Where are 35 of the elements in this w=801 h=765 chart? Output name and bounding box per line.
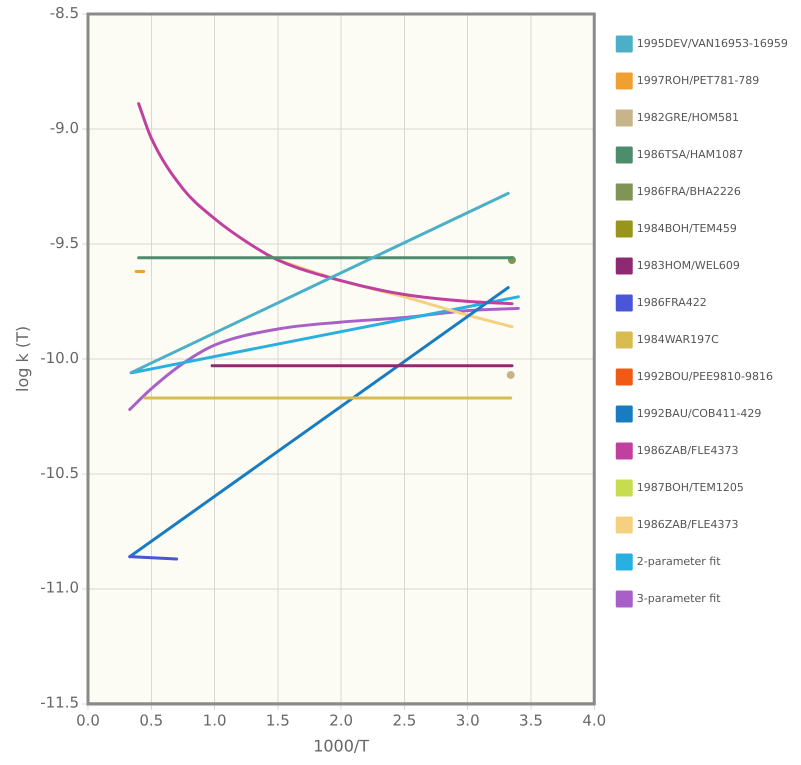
x-tick-label: 1.0: [202, 712, 226, 730]
x-tick-label: 2.0: [329, 712, 354, 730]
legend-label: 1986FRA422: [636, 296, 707, 309]
y-tick-label: -9.5: [50, 234, 80, 252]
legend-label: 1995DEV/VAN16953-16959: [636, 36, 788, 50]
legend-label: 1997ROH/PET781-789: [636, 74, 760, 87]
legend-label: 1987BOH/TEM1205: [636, 480, 744, 494]
legend-label: 1986ZAB/FLE4373: [636, 518, 738, 531]
y-tick-label: -10.0: [40, 348, 80, 367]
legend-label: 1983HOM/WEL609: [636, 258, 740, 272]
legend-label: 1986ZAB/FLE4373: [636, 444, 738, 457]
x-tick-label: 4.0: [582, 712, 606, 730]
legend-label: 1984BOH/TEM459: [636, 222, 737, 235]
legend-label: 1986FRA/BHA2226: [636, 184, 741, 198]
y-axis-title: log k (T): [12, 326, 32, 392]
y-tick-label: -10.5: [40, 464, 80, 482]
x-tick-label: 3.5: [519, 712, 543, 730]
y-tick-label: -11.5: [40, 694, 80, 712]
y-tick-label: -9.0: [50, 118, 80, 137]
legend-label: 1982GRE/HOM581: [636, 110, 739, 124]
legend-label: 1992BOU/PEE9810-9816: [636, 370, 774, 383]
legend-label: 1984WAR197C: [636, 332, 720, 346]
legend-label: 1992BAU/COB411-429: [636, 406, 762, 420]
x-tick-label: 0.5: [139, 712, 164, 730]
legend-label: 3-parameter fit: [636, 592, 722, 605]
legend-label: 1986TSA/HAM1087: [636, 148, 744, 161]
y-tick-label: -11.0: [40, 578, 80, 597]
x-tick-label: 2.5: [392, 712, 416, 730]
y-tick-label: -8.5: [50, 4, 80, 22]
x-tick-label: 0.0: [76, 712, 100, 730]
x-tick-label: 3.0: [456, 712, 480, 730]
x-axis-title: 1000/T: [313, 736, 370, 756]
legend-label: 2-parameter fit: [636, 554, 722, 568]
x-tick-label: 1.5: [266, 712, 290, 730]
line-series: [137, 102, 514, 306]
